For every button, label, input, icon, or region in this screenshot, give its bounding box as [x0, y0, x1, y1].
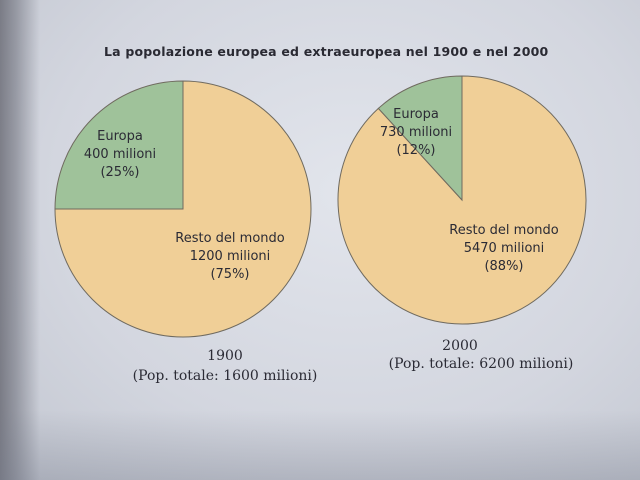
page-shadow: [0, 410, 640, 480]
slice-value-label: 1200 milioni: [190, 249, 271, 264]
caption-total-2000: (Pop. totale: 6200 milioni): [388, 356, 574, 372]
slice-percent-label: (75%): [210, 267, 249, 282]
slice-value-label: 5470 milioni: [464, 241, 545, 256]
book-spine-shadow: [0, 0, 40, 480]
chart-title: La popolazione europea ed extraeuropea n…: [104, 44, 549, 59]
slice-value-label: 400 milioni: [84, 147, 156, 162]
slice-name-label: Resto del mondo: [449, 223, 559, 238]
pie-slice-europa: [54, 80, 184, 210]
slice-name-label: Europa: [393, 107, 439, 122]
caption-year-1900: 1900: [207, 348, 243, 364]
slice-name-label: Resto del mondo: [175, 231, 285, 246]
pie-slice-resto-del-mondo: [54, 80, 312, 338]
slice-value-label: 730 milioni: [380, 125, 452, 140]
slice-percent-label: (12%): [396, 143, 435, 158]
pie-slice-europa: [377, 75, 463, 202]
pie-chart-1900: Europa 400 milioni (25%) Resto del mondo 120…: [54, 80, 312, 338]
slice-name-label: Europa: [97, 129, 143, 144]
caption-total-1900: (Pop. totale: 1600 milioni): [132, 368, 318, 384]
pie-slice-resto-del-mondo: [337, 75, 587, 325]
caption-year-2000: 2000: [442, 338, 478, 354]
slice-percent-label: (25%): [100, 165, 139, 180]
pie-chart-2000: Europa 730 milioni (12%) Resto del mondo 547…: [337, 75, 587, 325]
slice-percent-label: (88%): [484, 259, 523, 274]
